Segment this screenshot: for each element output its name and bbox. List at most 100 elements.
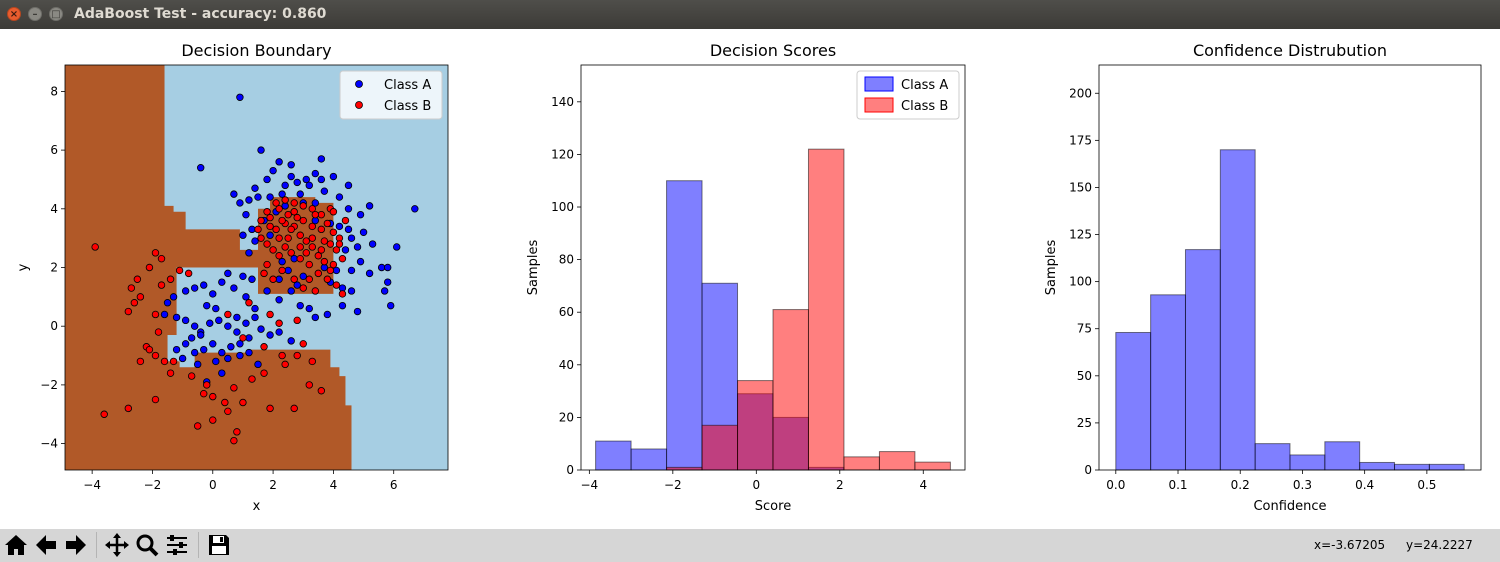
class-b-point	[266, 222, 274, 231]
class-b-point	[230, 384, 238, 392]
y-tick-label: 0	[1084, 463, 1092, 477]
home-icon	[5, 535, 27, 555]
class-b-score-bar	[878, 451, 916, 471]
class-a-point	[341, 246, 350, 254]
save-button[interactable]	[206, 532, 232, 558]
zoom-button[interactable]	[134, 532, 160, 558]
navigation-toolbar: x=-3.67205 y=24.2227	[0, 529, 1500, 562]
class-a-point	[356, 210, 365, 219]
class-a-point	[218, 278, 226, 286]
x-tick-label: −2	[144, 478, 162, 492]
class-b-point	[317, 225, 326, 234]
axes-frame	[64, 64, 449, 471]
class-b-point	[230, 436, 238, 445]
class-a-point	[239, 231, 247, 239]
class-b-point	[341, 216, 350, 225]
class-a-point	[302, 175, 310, 184]
x-tick-label: −2	[664, 478, 682, 492]
zoom-icon	[136, 534, 159, 557]
class-b-point	[221, 398, 229, 407]
class-b-point	[308, 357, 316, 366]
class-b-point	[317, 387, 326, 395]
class-b-point	[266, 213, 274, 222]
y-tick-label: 4	[50, 202, 58, 216]
class-b-point	[136, 357, 145, 366]
class-b-point	[272, 225, 280, 234]
chart-title: Decision Boundary	[181, 41, 331, 60]
class-b-point	[151, 395, 160, 404]
class-b-point	[320, 257, 329, 266]
chart-title: Decision Scores	[710, 41, 836, 60]
confidence-bar	[1150, 294, 1186, 471]
class-b-score-bar	[914, 461, 951, 471]
class-a-point	[257, 325, 265, 333]
x-tick-label: 4	[330, 478, 338, 492]
class-b-score-bar	[701, 424, 739, 471]
x-tick-label: 0.1	[1168, 478, 1187, 492]
back-button[interactable]	[33, 532, 59, 558]
class-a-point	[335, 222, 344, 231]
pan-button[interactable]	[104, 532, 130, 558]
x-tick-label: 0.4	[1355, 478, 1374, 492]
class-b-score-bar	[737, 380, 774, 471]
class-a-point	[359, 228, 368, 236]
class-b-point	[293, 316, 301, 325]
configure-subplots-button[interactable]	[164, 532, 190, 558]
y-tick-label: 25	[1077, 416, 1092, 430]
class-b-point	[302, 237, 310, 245]
class-b-point	[239, 334, 247, 342]
legend-label: Class A	[901, 78, 948, 93]
class-a-point	[251, 184, 259, 192]
class-b-point	[157, 254, 166, 263]
class-b-point	[136, 293, 145, 301]
class-a-point	[200, 281, 208, 289]
class-a-point	[254, 193, 262, 201]
class-a-point	[224, 269, 232, 278]
class-b-point	[305, 275, 313, 283]
class-b-point	[299, 202, 307, 210]
class-a-point	[269, 166, 277, 175]
class-b-point	[175, 266, 184, 275]
class-a-point	[245, 348, 253, 357]
class-b-point	[124, 307, 133, 316]
class-a-point	[383, 278, 392, 286]
class-b-point	[290, 404, 298, 413]
class-a-point	[224, 354, 232, 363]
toolbar-separator	[198, 532, 199, 558]
forward-button[interactable]	[63, 532, 89, 558]
home-button[interactable]	[3, 532, 29, 558]
class-a-point	[383, 263, 392, 272]
window-maximize-button[interactable]: □	[49, 7, 63, 21]
class-b-point	[260, 343, 268, 351]
class-b-point	[278, 216, 286, 225]
class-b-point	[130, 299, 139, 307]
class-a-point	[263, 175, 271, 184]
class-b-point	[326, 240, 335, 248]
class-a-point	[236, 93, 244, 101]
class-b-point	[266, 310, 274, 319]
forward-arrow-icon	[66, 535, 86, 555]
class-a-point	[317, 175, 326, 184]
class-a-point	[320, 187, 329, 195]
class-a-point	[278, 257, 286, 266]
class-b-point	[293, 351, 301, 360]
class-b-point	[100, 410, 108, 418]
class-b-point	[326, 266, 335, 275]
class-a-point	[380, 287, 389, 295]
class-a-point	[335, 193, 344, 201]
class-b-point	[257, 234, 265, 242]
class-b-score-bar	[843, 456, 880, 471]
class-b-point	[290, 199, 298, 207]
class-b-point	[263, 260, 271, 269]
class-b-point	[275, 319, 283, 327]
class-a-point	[311, 199, 320, 207]
class-a-point	[197, 331, 205, 339]
y-tick-label: 40	[559, 358, 574, 372]
class-a-point	[251, 304, 259, 313]
x-tick-label: 0.0	[1106, 478, 1125, 492]
figure-canvas[interactable]: −4 −2 0 2 4 6 −4 −2 0 2 4 6 8 Decision Boundary x y Clas…	[0, 29, 1500, 529]
class-b-point	[269, 275, 277, 283]
class-b-point	[260, 269, 268, 278]
window-close-button[interactable]: ×	[7, 7, 21, 21]
window-minimize-button[interactable]: –	[28, 7, 42, 21]
